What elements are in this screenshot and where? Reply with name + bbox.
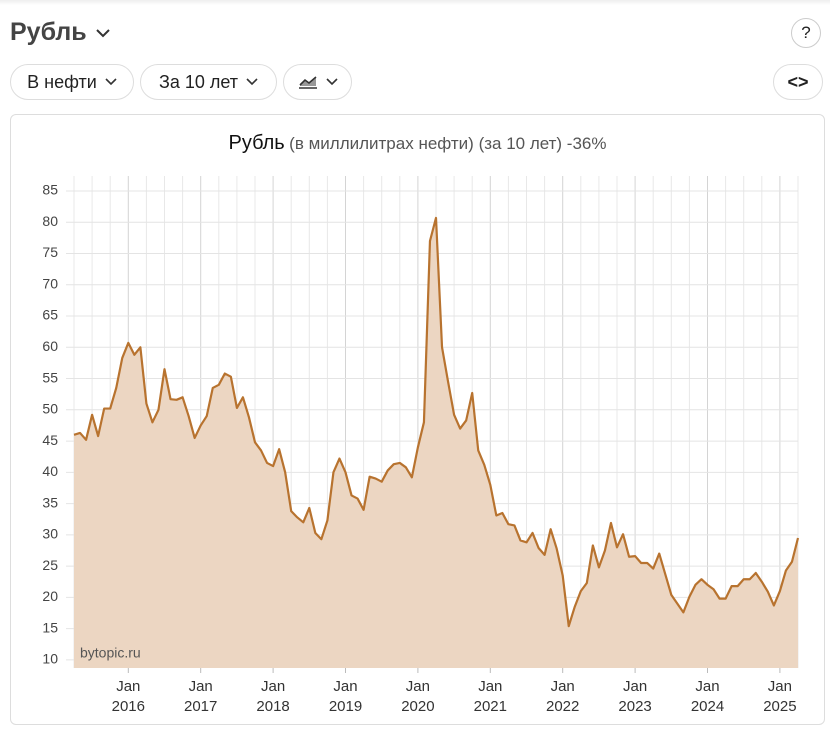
y-tick-label: 60 xyxy=(42,338,58,354)
y-tick-label: 20 xyxy=(42,588,58,604)
x-tick-label: Jan 2024 xyxy=(690,678,725,715)
chart-icon xyxy=(298,76,317,89)
chart-title: Рубль xyxy=(228,132,285,154)
embed-button[interactable]: <> xyxy=(773,64,823,100)
line xyxy=(73,216,800,628)
chart-heading: Рубль (в миллилитрах нефти) (за 10 лет) … xyxy=(10,130,825,158)
x-tick-label: Jan 2025 xyxy=(763,678,797,715)
area xyxy=(74,217,798,669)
y-tick-label: 15 xyxy=(42,619,58,635)
y-tick-label: 75 xyxy=(42,244,58,260)
chevron xyxy=(325,78,338,86)
unit-label: В нефти xyxy=(27,71,97,92)
y-tick-label: 70 xyxy=(42,275,58,291)
chart-card xyxy=(10,114,825,725)
x-tick-label: Jan 2023 xyxy=(618,678,652,715)
chart-subtitle: (в миллилитрах нефти) (за 10 лет) -36% xyxy=(289,134,607,153)
chevron xyxy=(246,78,258,86)
y-tick-label: 25 xyxy=(42,557,58,573)
x-tick-label: Jan 2021 xyxy=(473,678,507,715)
y-tick-label: 65 xyxy=(42,307,58,323)
x-tick-label: Jan 2020 xyxy=(401,678,435,715)
watermark: bytopic.ru xyxy=(80,645,141,661)
chevron xyxy=(105,78,117,86)
y-tick-label: 40 xyxy=(42,463,58,479)
period-label: За 10 лет xyxy=(158,71,239,92)
y-tick-label: 80 xyxy=(42,213,58,229)
unit-dropdown[interactable]: В нефти xyxy=(10,64,134,100)
y-tick-label: 50 xyxy=(42,401,58,417)
y-tick-label: 30 xyxy=(42,526,58,542)
x-tick-label: Jan 2022 xyxy=(546,678,580,715)
y-tick-label: 55 xyxy=(42,369,58,385)
top-shadow xyxy=(0,0,830,5)
help-button[interactable]: ? xyxy=(791,18,821,48)
currency-select[interactable]: Рубль xyxy=(10,18,111,47)
page-title: Рубль xyxy=(10,18,87,46)
y-tick-label: 85 xyxy=(42,182,58,198)
x-tick-label: Jan 2016 xyxy=(111,678,145,715)
period-dropdown[interactable]: За 10 лет xyxy=(140,64,277,100)
chevron xyxy=(95,28,110,37)
x-tick-label: Jan 2019 xyxy=(328,678,363,715)
x-tick-label: Jan 2018 xyxy=(256,678,290,715)
y-tick-label: 45 xyxy=(42,432,58,448)
x-tick-label: Jan 2017 xyxy=(184,678,218,715)
y-tick-label: 10 xyxy=(42,651,58,667)
y-tick-label: 35 xyxy=(42,494,58,510)
chart-type-dropdown[interactable] xyxy=(283,64,352,100)
